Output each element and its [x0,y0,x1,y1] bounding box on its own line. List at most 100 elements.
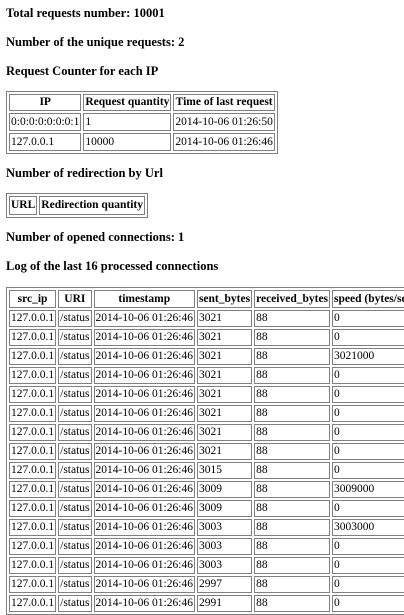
table-row: 127.0.0.1/status 2014-10-06 01:26:46 2991 8… [9,595,404,612]
received-bytes-cell: 88 [254,386,331,403]
received-bytes-cell: 88 [254,424,331,441]
timestamp-cell: 2014-10-06 01:26:46 [93,462,195,479]
last-request-cell: 2014-10-06 01:26:46 [173,133,275,151]
sent-bytes-column-header: sent_bytes [196,290,253,308]
timestamp-cell: 2014-10-06 01:26:46 [93,500,195,517]
received-bytes-cell: 88 [254,405,331,422]
timestamp-cell: 2014-10-06 01:26:46 [93,538,195,555]
src-ip-cell: 127.0.0.1 [9,348,57,365]
received-bytes-cell: 88 [254,576,331,593]
log-heading: Log of the last 16 processed connections [6,259,219,273]
received-bytes-cell: 88 [254,367,331,384]
src-ip-cell: 127.0.0.1 [9,595,57,612]
unique-requests-heading: Number of the unique requests: 2 [6,35,185,49]
received-bytes-cell: 88 [254,462,331,479]
speed-cell: 0 [332,595,404,612]
speed-cell: 0 [332,386,404,403]
speed-column-header: speed (bytes/sec) [332,290,404,308]
received-bytes-column-header: received_bytes [254,290,331,308]
src-ip-cell: 127.0.0.1 [9,405,57,422]
src-ip-cell: 127.0.0.1 [9,310,57,327]
speed-cell: 0 [332,443,404,460]
uri-cell: /status [58,386,92,403]
table-row: 127.0.0.1/status 2014-10-06 01:26:46 3015 8… [9,462,404,479]
sent-bytes-cell: 3003 [196,538,253,555]
uri-cell: /status [58,348,92,365]
src-ip-cell: 127.0.0.1 [9,557,57,574]
sent-bytes-cell: 2997 [196,576,253,593]
last-request-column-header: Time of last request [173,94,275,111]
redirection-quantity-column-header: Redirection quantity [39,196,145,215]
sent-bytes-cell: 3021 [196,386,253,403]
table-row: 127.0.0.1/status 2014-10-06 01:26:46 3003 8… [9,519,404,536]
src-ip-cell: 127.0.0.1 [9,576,57,593]
timestamp-cell: 2014-10-06 01:26:46 [93,519,195,536]
table-row: 127.0.0.1/status 2014-10-06 01:26:46 3009 8… [9,500,404,517]
request-quantity-column-header: Request quantity [83,94,172,111]
src-ip-cell: 127.0.0.1 [9,500,57,517]
connections-log-table: src_ip URI timestamp sent_bytes received… [6,287,404,615]
sent-bytes-cell: 3003 [196,557,253,574]
ip-counter-heading: Request Counter for each IP [6,64,159,78]
src-ip-cell: 127.0.0.1 [9,329,57,346]
sent-bytes-cell: 3003 [196,519,253,536]
uri-cell: /status [58,367,92,384]
speed-cell: 0 [332,329,404,346]
sent-bytes-cell: 3021 [196,348,253,365]
uri-cell: /status [58,595,92,612]
timestamp-cell: 2014-10-06 01:26:46 [93,424,195,441]
speed-cell: 0 [332,405,404,422]
uri-cell: /status [58,557,92,574]
log-table-header-row: src_ip URI timestamp sent_bytes received… [9,290,404,308]
sent-bytes-cell: 3021 [196,424,253,441]
timestamp-cell: 2014-10-06 01:26:46 [93,329,195,346]
speed-cell: 0 [332,462,404,479]
speed-cell: 0 [332,424,404,441]
src-ip-cell: 127.0.0.1 [9,538,57,555]
table-row: 127.0.0.1/status 2014-10-06 01:26:46 3021 8… [9,386,404,403]
uri-cell: /status [58,443,92,460]
received-bytes-cell: 88 [254,329,331,346]
table-row: 127.0.0.1/status 2014-10-06 01:26:46 3021 8… [9,424,404,441]
table-row: 0:0:0:0:0:0:0:1 1 2014-10-06 01:26:50 [9,113,275,131]
timestamp-cell: 2014-10-06 01:26:46 [93,310,195,327]
table-row: 127.0.0.1/status 2014-10-06 01:26:46 3021 8… [9,310,404,327]
src-ip-cell: 127.0.0.1 [9,519,57,536]
timestamp-cell: 2014-10-06 01:26:46 [93,443,195,460]
uri-cell: /status [58,310,92,327]
sent-bytes-cell: 3021 [196,443,253,460]
speed-cell: 3009000 [332,481,404,498]
ip-column-header: IP [9,94,82,111]
ip-cell: 127.0.0.1 [9,133,82,151]
received-bytes-cell: 88 [254,557,331,574]
uri-cell: /status [58,538,92,555]
table-row: 127.0.0.1/status 2014-10-06 01:26:46 3003 8… [9,538,404,555]
request-quantity-cell: 1 [83,113,172,131]
timestamp-column-header: timestamp [93,290,195,308]
speed-cell: 0 [332,576,404,593]
sent-bytes-cell: 3021 [196,405,253,422]
received-bytes-cell: 88 [254,595,331,612]
uri-cell: /status [58,500,92,517]
uri-column-header: URI [58,290,92,308]
src-ip-cell: 127.0.0.1 [9,367,57,384]
redirection-heading: Number of redirection by Url [6,166,163,180]
received-bytes-cell: 88 [254,519,331,536]
received-bytes-cell: 88 [254,481,331,498]
timestamp-cell: 2014-10-06 01:26:46 [93,386,195,403]
table-row: 127.0.0.1/status 2014-10-06 01:26:46 3003 8… [9,557,404,574]
timestamp-cell: 2014-10-06 01:26:46 [93,576,195,593]
sent-bytes-cell: 3021 [196,329,253,346]
src-ip-cell: 127.0.0.1 [9,481,57,498]
uri-cell: /status [58,405,92,422]
sent-bytes-cell: 3009 [196,500,253,517]
received-bytes-cell: 88 [254,538,331,555]
src-ip-cell: 127.0.0.1 [9,443,57,460]
uri-cell: /status [58,424,92,441]
src-ip-cell: 127.0.0.1 [9,386,57,403]
timestamp-cell: 2014-10-06 01:26:46 [93,348,195,365]
received-bytes-cell: 88 [254,443,331,460]
sent-bytes-cell: 3021 [196,367,253,384]
sent-bytes-cell: 2991 [196,595,253,612]
uri-cell: /status [58,481,92,498]
